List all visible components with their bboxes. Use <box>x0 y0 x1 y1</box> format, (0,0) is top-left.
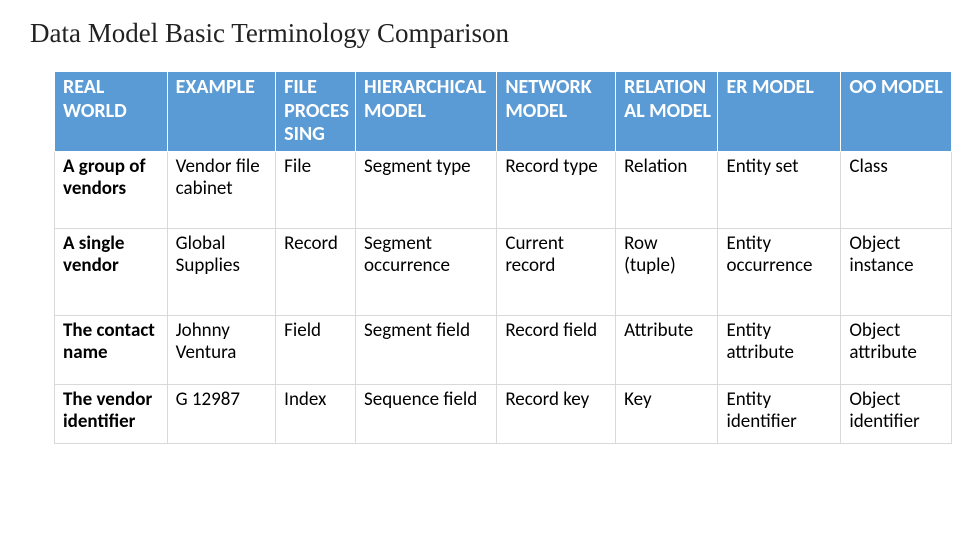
cell: Vendor file cabinet <box>167 151 276 228</box>
cell: Row (tuple) <box>616 228 718 315</box>
cell: Record key <box>497 384 616 443</box>
cell: Index <box>276 384 356 443</box>
col-hierarchical: HIERARCHICAL MODEL <box>356 72 497 152</box>
table-row: A group of vendors Vendor file cabinet F… <box>55 151 952 228</box>
cell: Record field <box>497 315 616 384</box>
col-er: ER MODEL <box>718 72 841 152</box>
cell: File <box>276 151 356 228</box>
col-file-proc: FILE PROCESSING <box>276 72 356 152</box>
cell: Key <box>616 384 718 443</box>
cell: Record type <box>497 151 616 228</box>
cell: Current record <box>497 228 616 315</box>
cell: Field <box>276 315 356 384</box>
col-network: NETWORK MODEL <box>497 72 616 152</box>
cell: Class <box>841 151 952 228</box>
cell: Entity set <box>718 151 841 228</box>
row-head: A single vendor <box>55 228 168 315</box>
cell: Attribute <box>616 315 718 384</box>
col-real-world: REAL WORLD <box>55 72 168 152</box>
row-head: The vendor identifier <box>55 384 168 443</box>
table-header-row: REAL WORLD EXAMPLE FILE PROCESSING HIERA… <box>55 72 952 152</box>
table-row: The contact name Johnny Ventura Field Se… <box>55 315 952 384</box>
cell: Relation <box>616 151 718 228</box>
page-title: Data Model Basic Terminology Comparison <box>30 18 930 49</box>
table-row: A single vendor Global Supplies Record S… <box>55 228 952 315</box>
col-oo: OO MODEL <box>841 72 952 152</box>
cell: Segment occurrence <box>356 228 497 315</box>
cell: Johnny Ventura <box>167 315 276 384</box>
cell: Entity identifier <box>718 384 841 443</box>
cell: Segment type <box>356 151 497 228</box>
cell: Segment field <box>356 315 497 384</box>
cell: Object attribute <box>841 315 952 384</box>
cell: Object instance <box>841 228 952 315</box>
col-relational: RELATIONAL MODEL <box>616 72 718 152</box>
col-example: EXAMPLE <box>167 72 276 152</box>
slide: Data Model Basic Terminology Comparison … <box>0 0 960 444</box>
cell: Global Supplies <box>167 228 276 315</box>
cell: Sequence field <box>356 384 497 443</box>
table-row: The vendor identifier G 12987 Index Sequ… <box>55 384 952 443</box>
cell: Entity occurrence <box>718 228 841 315</box>
cell: Record <box>276 228 356 315</box>
cell: Entity attribute <box>718 315 841 384</box>
cell: Object identifier <box>841 384 952 443</box>
terminology-table: REAL WORLD EXAMPLE FILE PROCESSING HIERA… <box>54 71 952 444</box>
row-head: A group of vendors <box>55 151 168 228</box>
row-head: The contact name <box>55 315 168 384</box>
cell: G 12987 <box>167 384 276 443</box>
